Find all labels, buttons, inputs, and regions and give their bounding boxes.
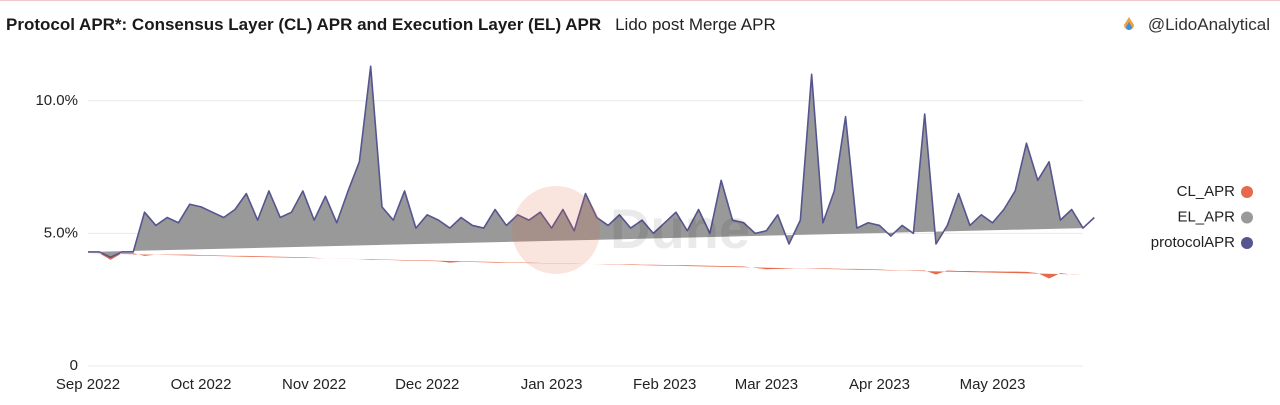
author-name: @LidoAnalytical	[1147, 15, 1270, 34]
line-protocol-apr	[88, 65, 1095, 259]
x-tick-label: Mar 2023	[735, 376, 798, 393]
watermark-logo	[512, 186, 600, 274]
x-tick-label: Oct 2022	[171, 376, 232, 393]
legend-swatch	[1241, 237, 1253, 249]
y-tick-label: 10.0%	[35, 92, 78, 109]
legend: CL_APR EL_APR protocolAPR	[1151, 183, 1253, 251]
x-tick-label: Apr 2023	[849, 376, 910, 393]
chart-subtitle: Lido post Merge APR	[615, 15, 776, 34]
watermark: Dune	[610, 197, 750, 260]
x-tick-label: Dec 2022	[395, 376, 459, 393]
x-tick-label: Sep 2022	[56, 376, 120, 393]
axes: 0 5.0% 10.0% Sep 2022 Oct 2022 Nov 2022 Dec 20…	[35, 92, 1025, 393]
x-tick-label: Feb 2023	[633, 376, 696, 393]
y-tick-label: 5.0%	[44, 224, 78, 241]
legend-label: protocolAPR	[1151, 234, 1235, 251]
legend-label: EL_APR	[1177, 208, 1235, 225]
x-tick-label: Jan 2023	[521, 376, 583, 393]
y-tick-label: 0	[70, 357, 78, 374]
author[interactable]: @LidoAnalytical	[1122, 15, 1270, 35]
legend-label: CL_APR	[1177, 183, 1236, 200]
legend-swatch	[1241, 211, 1253, 224]
header: Protocol APR*: Consensus Layer (CL) APR …	[6, 13, 1270, 37]
legend-swatch	[1241, 186, 1253, 198]
x-tick-label: May 2023	[960, 376, 1026, 393]
author-icon	[1123, 17, 1134, 30]
x-tick-label: Nov 2022	[282, 376, 346, 393]
chart-title: Protocol APR*: Consensus Layer (CL) APR …	[6, 15, 602, 34]
plot-area	[88, 65, 1095, 279]
area-el-apr	[88, 66, 1083, 258]
